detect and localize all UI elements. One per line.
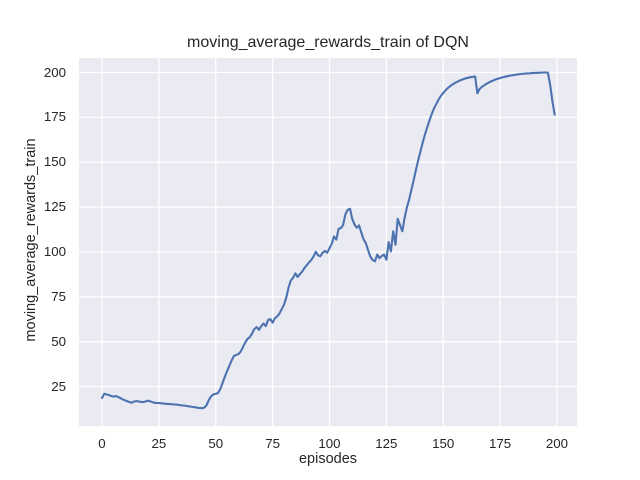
y-tick-label: 125 [43, 199, 66, 215]
y-axis-label: moving_average_rewards_train [23, 138, 39, 342]
y-tick-label: 100 [43, 243, 66, 259]
x-tick-label: 200 [545, 436, 569, 451]
x-axis-label: episodes [298, 451, 358, 467]
y-tick-label: 75 [51, 288, 66, 304]
x-tick-label: 25 [151, 436, 167, 451]
y-tick-label: 50 [51, 333, 66, 349]
x-tick-label: 50 [208, 436, 224, 451]
y-tick-label: 175 [43, 109, 66, 125]
reward-line [100, 71, 556, 410]
y-tick-label: 200 [43, 64, 66, 80]
plot-area [79, 58, 577, 426]
x-tick-label: 175 [489, 436, 512, 451]
x-tick-label: 150 [432, 436, 455, 451]
x-tick-label: 0 [98, 436, 106, 451]
y-tick-label: 150 [43, 154, 66, 170]
x-tick-label: 125 [375, 436, 398, 451]
x-tick-label: 75 [265, 436, 280, 451]
chart-title: moving_average_rewards_train of DQN [187, 34, 469, 51]
line-chart-svg [79, 58, 577, 426]
y-tick-label: 25 [51, 378, 66, 394]
x-tick-label: 100 [318, 436, 341, 451]
